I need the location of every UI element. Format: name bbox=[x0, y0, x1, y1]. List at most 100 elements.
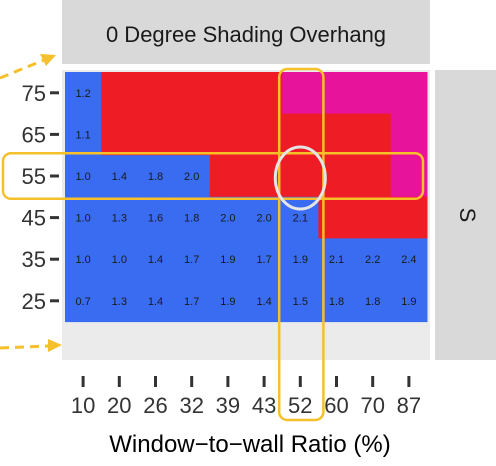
cell-value-label: 1.4 bbox=[148, 296, 163, 308]
cell-value-label: 1.3 bbox=[112, 296, 127, 308]
cell-value-label: 1.0 bbox=[112, 254, 127, 266]
cell-value-label: 1.0 bbox=[75, 254, 90, 266]
cell-value-label: 2.1 bbox=[329, 254, 344, 266]
cell-value-label: 1.8 bbox=[148, 171, 163, 183]
cell-value-label: 1.7 bbox=[256, 254, 271, 266]
heatmap-cell bbox=[209, 280, 247, 323]
heatmap-cell bbox=[390, 155, 428, 198]
heatmap-cell bbox=[173, 280, 211, 323]
x-tick-label: 32 bbox=[179, 393, 203, 418]
heatmap-cell bbox=[173, 72, 211, 115]
heatmap-cell bbox=[101, 155, 138, 198]
heatmap-cell bbox=[209, 155, 247, 198]
facet-title-strip bbox=[62, 0, 430, 64]
heatmap-cell bbox=[65, 238, 102, 281]
heatmap-cell bbox=[101, 238, 138, 281]
facet-side-label: S bbox=[455, 208, 480, 223]
heatmap-cell bbox=[65, 280, 102, 323]
cell-value-label: 0.7 bbox=[75, 296, 90, 308]
heatmap-cell bbox=[209, 238, 247, 281]
heatmap-cell bbox=[65, 155, 102, 198]
x-axis-title: Window−to−wall Ratio (%) bbox=[109, 431, 390, 458]
heatmap-value-labels: 1.2 1.1 1.0 1.4 1.8 2.0 1.0 1.3 1.6 1.8 2.0 2.0 2.1 1… bbox=[75, 88, 416, 308]
x-tick-label: 43 bbox=[252, 393, 276, 418]
cell-value-label: 1.8 bbox=[365, 296, 380, 308]
cell-value-label: 1.7 bbox=[184, 254, 199, 266]
cell-value-label: 1.8 bbox=[184, 213, 199, 225]
x-tick-label: 20 bbox=[107, 393, 131, 418]
highlight-circle bbox=[273, 145, 327, 211]
cell-value-label: 1.9 bbox=[401, 296, 416, 308]
heatmap-cell bbox=[354, 238, 392, 281]
heatmap-cell bbox=[173, 238, 211, 281]
heatmap-cell bbox=[65, 113, 102, 156]
heatmap-cell bbox=[209, 196, 247, 239]
heatmap-cell bbox=[282, 113, 319, 156]
cell-value-label: 1.9 bbox=[220, 296, 235, 308]
cell-value-label: 1.9 bbox=[293, 254, 308, 266]
cell-value-label: 1.3 bbox=[112, 213, 127, 225]
heatmap-cell bbox=[101, 113, 138, 156]
heatmap-cell bbox=[209, 72, 247, 115]
heatmap-cell bbox=[390, 72, 428, 115]
x-tick-label: 60 bbox=[324, 393, 348, 418]
y-tick-label: 55 bbox=[22, 164, 46, 189]
heatmap-cell bbox=[65, 72, 102, 115]
cell-value-label: 2.2 bbox=[365, 254, 380, 266]
y-tick-label: 65 bbox=[22, 122, 46, 147]
heatmap-cells bbox=[65, 72, 428, 323]
cell-value-label: 1.1 bbox=[75, 129, 90, 141]
x-tick-label: 52 bbox=[288, 393, 312, 418]
cell-value-label: 1.2 bbox=[75, 88, 90, 100]
heatmap-cell bbox=[137, 155, 175, 198]
cell-value-label: 1.4 bbox=[148, 254, 163, 266]
heatmap-cell bbox=[137, 72, 175, 115]
heatmap-cell bbox=[137, 196, 175, 239]
x-tick-label: 26 bbox=[143, 393, 167, 418]
cell-value-label: 1.4 bbox=[256, 296, 271, 308]
cell-value-label: 1.0 bbox=[75, 171, 90, 183]
heatmap-cell bbox=[390, 238, 428, 281]
heatmap-cell bbox=[101, 280, 138, 323]
y-tick-label: 45 bbox=[22, 206, 46, 231]
heatmap-cell bbox=[173, 113, 211, 156]
axes: 75 65 55 45 35 25 10 20 26 32 39 43 52 60 70 87 bbox=[22, 81, 422, 418]
heatmap-cell bbox=[282, 280, 319, 323]
heatmap-cell bbox=[354, 196, 392, 239]
x-tick-label: 87 bbox=[397, 393, 421, 418]
cell-value-label: 1.4 bbox=[112, 171, 127, 183]
x-tick-label: 39 bbox=[216, 393, 240, 418]
heatmap-cell bbox=[354, 280, 392, 323]
heatmap-cell bbox=[137, 280, 175, 323]
heatmap-cell bbox=[390, 280, 428, 323]
heatmap-cell bbox=[137, 238, 175, 281]
y-tick-label: 75 bbox=[22, 81, 46, 106]
highlight-column-box bbox=[277, 67, 325, 422]
cell-value-label: 1.7 bbox=[184, 296, 199, 308]
heatmap-cell bbox=[282, 155, 319, 198]
heatmap-cell bbox=[390, 113, 428, 156]
heatmap-cell bbox=[282, 238, 319, 281]
cell-value-label: 1.6 bbox=[148, 213, 163, 225]
cell-value-label: 2.0 bbox=[220, 213, 235, 225]
y-tick-label: 35 bbox=[22, 247, 46, 272]
heatmap-cell bbox=[246, 280, 283, 323]
heatmap-cell bbox=[354, 113, 392, 156]
heatmap-cell bbox=[282, 72, 319, 115]
heatmap-cell bbox=[354, 155, 392, 198]
dashed-arrow-bottom bbox=[0, 344, 49, 350]
heatmap-cell bbox=[246, 72, 283, 115]
arrowhead-bottom bbox=[48, 339, 62, 352]
heatmap-cell bbox=[137, 113, 175, 156]
heatmap-cell bbox=[209, 113, 247, 156]
cell-value-label: 2.1 bbox=[293, 213, 308, 225]
heatmap-cell bbox=[101, 72, 138, 115]
facet-title: 0 Degree Shading Overhang bbox=[106, 22, 386, 47]
cell-value-label: 1.5 bbox=[293, 296, 308, 308]
x-tick-label: 10 bbox=[71, 393, 95, 418]
cell-value-label: 2.0 bbox=[256, 213, 271, 225]
heatmap-cell bbox=[173, 196, 211, 239]
heatmap-cell bbox=[246, 113, 283, 156]
heatmap-cell bbox=[354, 72, 392, 115]
